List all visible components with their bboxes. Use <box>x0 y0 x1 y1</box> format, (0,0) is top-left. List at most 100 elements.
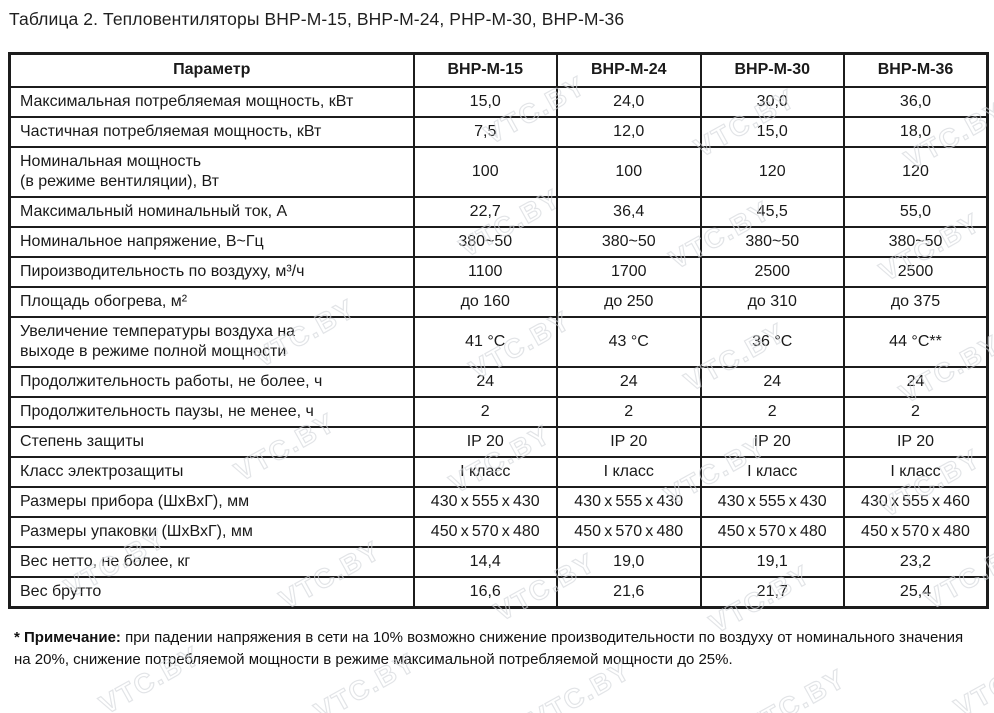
param-cell: Максимальная потребляемая мощность, кВт <box>8 85 415 118</box>
value-cell: 44 °С** <box>843 315 989 368</box>
value-cell: 21,7 <box>699 575 845 608</box>
value-cell: до 160 <box>412 285 558 318</box>
param-cell: Частичная потребляемая мощность, кВт <box>8 115 415 148</box>
value-cell: 450 х 570 х 480 <box>699 515 845 548</box>
value-cell: 24 <box>699 365 845 398</box>
table-body: Максимальная потребляемая мощность, кВт 1… <box>8 85 989 608</box>
value-cell: 2 <box>843 395 989 428</box>
value-cell: 19,1 <box>699 545 845 578</box>
value-cell: 12,0 <box>556 115 702 148</box>
value-cell: 43 °С <box>556 315 702 368</box>
value-cell: 430 х 555 х 460 <box>843 485 989 518</box>
value-cell: 36 °С <box>699 315 845 368</box>
value-cell: 2 <box>556 395 702 428</box>
value-cell: 15,0 <box>699 115 845 148</box>
table-row: Частичная потребляемая мощность, кВт 7,5 1… <box>8 115 989 148</box>
value-cell: 2 <box>412 395 558 428</box>
value-cell: 36,0 <box>843 85 989 118</box>
table-row: Пироизводительность по воздуху, м³/ч 1100… <box>8 255 989 288</box>
table-title: Таблица 2. Тепловентиляторы ВНР-М-15, ВН… <box>9 9 625 29</box>
param-cell: Степень защиты <box>8 425 415 458</box>
value-cell: 21,6 <box>556 575 702 608</box>
header-model-1: ВНР-М-15 <box>412 52 558 88</box>
param-cell: Номинальное напряжение, В~Гц <box>8 225 415 258</box>
param-cell: Класс электрозащиты <box>8 455 415 488</box>
table-row: Размеры прибора (ШхВхГ), мм 430 х 555 х 4… <box>8 485 989 518</box>
value-cell: 30,0 <box>699 85 845 118</box>
param-cell: Размеры упаковки (ШхВхГ), мм <box>8 515 415 548</box>
param-cell: Максимальный номинальный ток, А <box>8 195 415 228</box>
header-param: Параметр <box>8 52 415 88</box>
value-cell: 2500 <box>843 255 989 288</box>
value-cell: 2 <box>699 395 845 428</box>
param-cell: Вес нетто, не более, кг <box>8 545 415 578</box>
table-row: Вес нетто, не более, кг 14,4 19,0 19,1 23,2 <box>8 545 989 578</box>
value-cell: 450 х 570 х 480 <box>843 515 989 548</box>
header-model-4: ВНР-М-36 <box>843 52 989 88</box>
value-cell: 450 х 570 х 480 <box>412 515 558 548</box>
table-row: Номинальная мощность (в режиме вентиляци… <box>8 145 989 198</box>
header-model-3: ВНР-М-30 <box>699 52 845 88</box>
value-cell: 380~50 <box>699 225 845 258</box>
param-cell: Продолжительность паузы, не менее, ч <box>8 395 415 428</box>
value-cell: до 375 <box>843 285 989 318</box>
value-cell: 380~50 <box>412 225 558 258</box>
table-row: Максимальная потребляемая мощность, кВт 1… <box>8 85 989 118</box>
param-cell: Продолжительность работы, не более, ч <box>8 365 415 398</box>
value-cell: 18,0 <box>843 115 989 148</box>
value-cell: 15,0 <box>412 85 558 118</box>
value-cell: 24 <box>843 365 989 398</box>
value-cell: до 250 <box>556 285 702 318</box>
footnote-text: при падении напряжения в сети на 10% воз… <box>14 629 964 668</box>
value-cell: 430 х 555 х 430 <box>412 485 558 518</box>
value-cell: 430 х 555 х 430 <box>699 485 845 518</box>
table-row: Размеры упаковки (ШхВхГ), мм 450 х 570 х … <box>8 515 989 548</box>
value-cell: 25,4 <box>843 575 989 608</box>
value-cell: IP 20 <box>556 425 702 458</box>
value-cell: 450 х 570 х 480 <box>556 515 702 548</box>
value-cell: 45,5 <box>699 195 845 228</box>
footnote-label: * Примечание: <box>14 629 121 646</box>
table-row: Вес брутто 16,6 21,6 21,7 25,4 <box>8 575 989 608</box>
value-cell: 14,4 <box>412 545 558 578</box>
param-cell: Размеры прибора (ШхВхГ), мм <box>8 485 415 518</box>
value-cell: IP 20 <box>412 425 558 458</box>
value-cell: 430 х 555 х 430 <box>556 485 702 518</box>
value-cell: 19,0 <box>556 545 702 578</box>
table-row: Класс электрозащиты I класс I класс I класс… <box>8 455 989 488</box>
spec-table: Параметр ВНР-М-15 ВНР-М-24 ВНР-М-30 ВНР-… <box>8 52 989 609</box>
footnote: * Примечание: при падении напряжения в с… <box>14 627 976 671</box>
value-cell: I класс <box>412 455 558 488</box>
header-model-2: ВНР-М-24 <box>556 52 702 88</box>
value-cell: 1100 <box>412 255 558 288</box>
value-cell: 24,0 <box>556 85 702 118</box>
value-cell: 22,7 <box>412 195 558 228</box>
table-row: Площадь обогрева, м² до 160 до 250 до 310 до… <box>8 285 989 318</box>
value-cell: 1700 <box>556 255 702 288</box>
value-cell: 100 <box>556 145 702 198</box>
value-cell: 120 <box>699 145 845 198</box>
value-cell: 36,4 <box>556 195 702 228</box>
value-cell: 16,6 <box>412 575 558 608</box>
value-cell: I класс <box>699 455 845 488</box>
table-row: Максимальный номинальный ток, А 22,7 36,4 4… <box>8 195 989 228</box>
table-header: Параметр ВНР-М-15 ВНР-М-24 ВНР-М-30 ВНР-… <box>8 52 989 88</box>
value-cell: 55,0 <box>843 195 989 228</box>
value-cell: I класс <box>556 455 702 488</box>
param-cell: Увеличение температуры воздуха на выходе… <box>8 315 415 368</box>
value-cell: 380~50 <box>843 225 989 258</box>
value-cell: 120 <box>843 145 989 198</box>
value-cell: 2500 <box>699 255 845 288</box>
table-row: Продолжительность работы, не более, ч 24 2… <box>8 365 989 398</box>
value-cell: 7,5 <box>412 115 558 148</box>
value-cell: 380~50 <box>556 225 702 258</box>
param-cell: Номинальная мощность (в режиме вентиляци… <box>8 145 415 198</box>
value-cell: IP 20 <box>699 425 845 458</box>
value-cell: 41 °С <box>412 315 558 368</box>
param-cell: Вес брутто <box>8 575 415 608</box>
value-cell: 23,2 <box>843 545 989 578</box>
value-cell: 24 <box>412 365 558 398</box>
param-cell: Площадь обогрева, м² <box>8 285 415 318</box>
